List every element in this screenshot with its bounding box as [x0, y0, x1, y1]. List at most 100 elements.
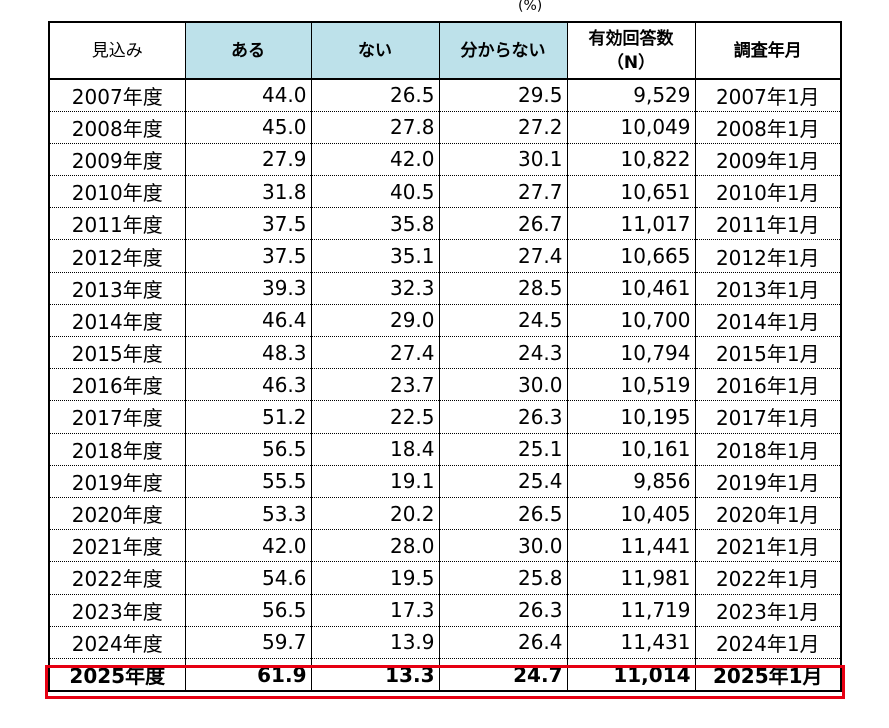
cell-unknown: 28.5: [438, 272, 568, 305]
table-row: 2022年度 54.6 19.5 25.8 11,981 2022年1月: [48, 561, 842, 595]
cell-unknown: 27.4: [438, 239, 568, 273]
cell-yes: 59.7: [184, 626, 312, 659]
cell-responses: 10,700: [566, 304, 696, 338]
cell-unknown: 26.7: [438, 207, 568, 241]
header-responses-line1: 有効回答数: [588, 28, 674, 49]
cell-unknown: 30.0: [438, 529, 568, 563]
cell-survey-date: 2019年1月: [694, 465, 842, 498]
cell-unknown: 24.3: [438, 336, 568, 370]
cell-yes: 61.9: [184, 658, 312, 693]
cell-yes: 46.3: [184, 368, 312, 402]
header-row: 見込み ある ない 分からない 有効回答数 （N） 調査年月: [48, 21, 842, 80]
cell-yes: 37.5: [184, 239, 312, 273]
cell-yes: 45.0: [184, 111, 312, 144]
table-row: 2012年度 37.5 35.1 27.4 10,665 2012年1月: [48, 239, 842, 273]
cell-survey-date: 2014年1月: [694, 304, 842, 338]
cell-responses: 10,195: [566, 400, 696, 434]
cell-responses: 10,461: [566, 272, 696, 305]
cell-yes: 56.5: [184, 594, 312, 627]
cell-unknown: 26.3: [438, 594, 568, 627]
cell-survey-date: 2012年1月: [694, 239, 842, 273]
header-responses-line2: （N）: [606, 52, 656, 73]
row-label: 2022年度: [48, 561, 186, 595]
cell-survey-date: 2023年1月: [694, 594, 842, 627]
header-yes: ある: [184, 21, 312, 80]
cell-survey-date: 2009年1月: [694, 143, 842, 177]
cell-survey-date: 2020年1月: [694, 497, 842, 531]
cell-unknown: 29.5: [438, 79, 568, 112]
row-label: 2013年度: [48, 272, 186, 305]
header-responses: 有効回答数 （N）: [566, 21, 696, 80]
cell-survey-date: 2022年1月: [694, 561, 842, 595]
cell-unknown: 26.5: [438, 497, 568, 531]
cell-survey-date: 2016年1月: [694, 368, 842, 402]
table-row: 2024年度 59.7 13.9 26.4 11,431 2024年1月: [48, 626, 842, 659]
cell-yes: 42.0: [184, 529, 312, 563]
cell-survey-date: 2007年1月: [694, 79, 842, 112]
cell-no: 19.5: [310, 561, 440, 595]
unit-label: (%): [518, 0, 543, 14]
cell-yes: 54.6: [184, 561, 312, 595]
cell-yes: 55.5: [184, 465, 312, 498]
cell-survey-date: 2017年1月: [694, 400, 842, 434]
table-row: 2009年度 27.9 42.0 30.1 10,822 2009年1月: [48, 143, 842, 177]
cell-responses: 10,519: [566, 368, 696, 402]
table-row: 2014年度 46.4 29.0 24.5 10,700 2014年1月: [48, 304, 842, 338]
cell-unknown: 25.4: [438, 465, 568, 498]
cell-responses: 10,665: [566, 239, 696, 273]
cell-responses: 10,405: [566, 497, 696, 531]
data-table: 見込み ある ない 分からない 有効回答数 （N） 調査年月 2007年度 44.…: [48, 21, 842, 693]
cell-yes: 37.5: [184, 207, 312, 241]
cell-survey-date: 2010年1月: [694, 175, 842, 209]
cell-no: 13.3: [310, 658, 440, 693]
table-row: 2025年度 61.9 13.3 24.7 11,014 2025年1月: [48, 658, 842, 693]
row-label: 2023年度: [48, 594, 186, 627]
cell-survey-date: 2008年1月: [694, 111, 842, 144]
cell-no: 22.5: [310, 400, 440, 434]
cell-unknown: 30.0: [438, 368, 568, 402]
table-row: 2013年度 39.3 32.3 28.5 10,461 2013年1月: [48, 272, 842, 305]
cell-unknown: 26.4: [438, 626, 568, 659]
row-label: 2014年度: [48, 304, 186, 338]
cell-yes: 31.8: [184, 175, 312, 209]
table-row: 2016年度 46.3 23.7 30.0 10,519 2016年1月: [48, 368, 842, 402]
row-label: 2011年度: [48, 207, 186, 241]
table-row: 2007年度 44.0 26.5 29.5 9,529 2007年1月: [48, 79, 842, 112]
table-row: 2023年度 56.5 17.3 26.3 11,719 2023年1月: [48, 594, 842, 627]
cell-responses: 11,441: [566, 529, 696, 563]
cell-responses: 11,719: [566, 594, 696, 627]
cell-no: 18.4: [310, 433, 440, 466]
row-label: 2009年度: [48, 143, 186, 177]
table-row: 2008年度 45.0 27.8 27.2 10,049 2008年1月: [48, 111, 842, 144]
cell-unknown: 25.8: [438, 561, 568, 595]
cell-yes: 51.2: [184, 400, 312, 434]
row-label: 2019年度: [48, 465, 186, 498]
cell-unknown: 26.3: [438, 400, 568, 434]
cell-survey-date: 2018年1月: [694, 433, 842, 466]
header-no: ない: [310, 21, 440, 80]
cell-no: 20.2: [310, 497, 440, 531]
cell-yes: 44.0: [184, 79, 312, 112]
cell-no: 32.3: [310, 272, 440, 305]
table-row: 2015年度 48.3 27.4 24.3 10,794 2015年1月: [48, 336, 842, 370]
row-label: 2012年度: [48, 239, 186, 273]
cell-survey-date: 2024年1月: [694, 626, 842, 659]
cell-no: 27.4: [310, 336, 440, 370]
row-label: 2007年度: [48, 79, 186, 112]
cell-yes: 46.4: [184, 304, 312, 338]
table-row: 2011年度 37.5 35.8 26.7 11,017 2011年1月: [48, 207, 842, 241]
cell-survey-date: 2013年1月: [694, 272, 842, 305]
cell-unknown: 27.7: [438, 175, 568, 209]
table-row: 2021年度 42.0 28.0 30.0 11,441 2021年1月: [48, 529, 842, 563]
cell-no: 27.8: [310, 111, 440, 144]
cell-no: 35.8: [310, 207, 440, 241]
cell-no: 35.1: [310, 239, 440, 273]
cell-yes: 27.9: [184, 143, 312, 177]
cell-survey-date: 2021年1月: [694, 529, 842, 563]
table-row: 2020年度 53.3 20.2 26.5 10,405 2020年1月: [48, 497, 842, 531]
cell-responses: 9,856: [566, 465, 696, 498]
cell-yes: 39.3: [184, 272, 312, 305]
row-label: 2020年度: [48, 497, 186, 531]
cell-no: 19.1: [310, 465, 440, 498]
row-label: 2024年度: [48, 626, 186, 659]
